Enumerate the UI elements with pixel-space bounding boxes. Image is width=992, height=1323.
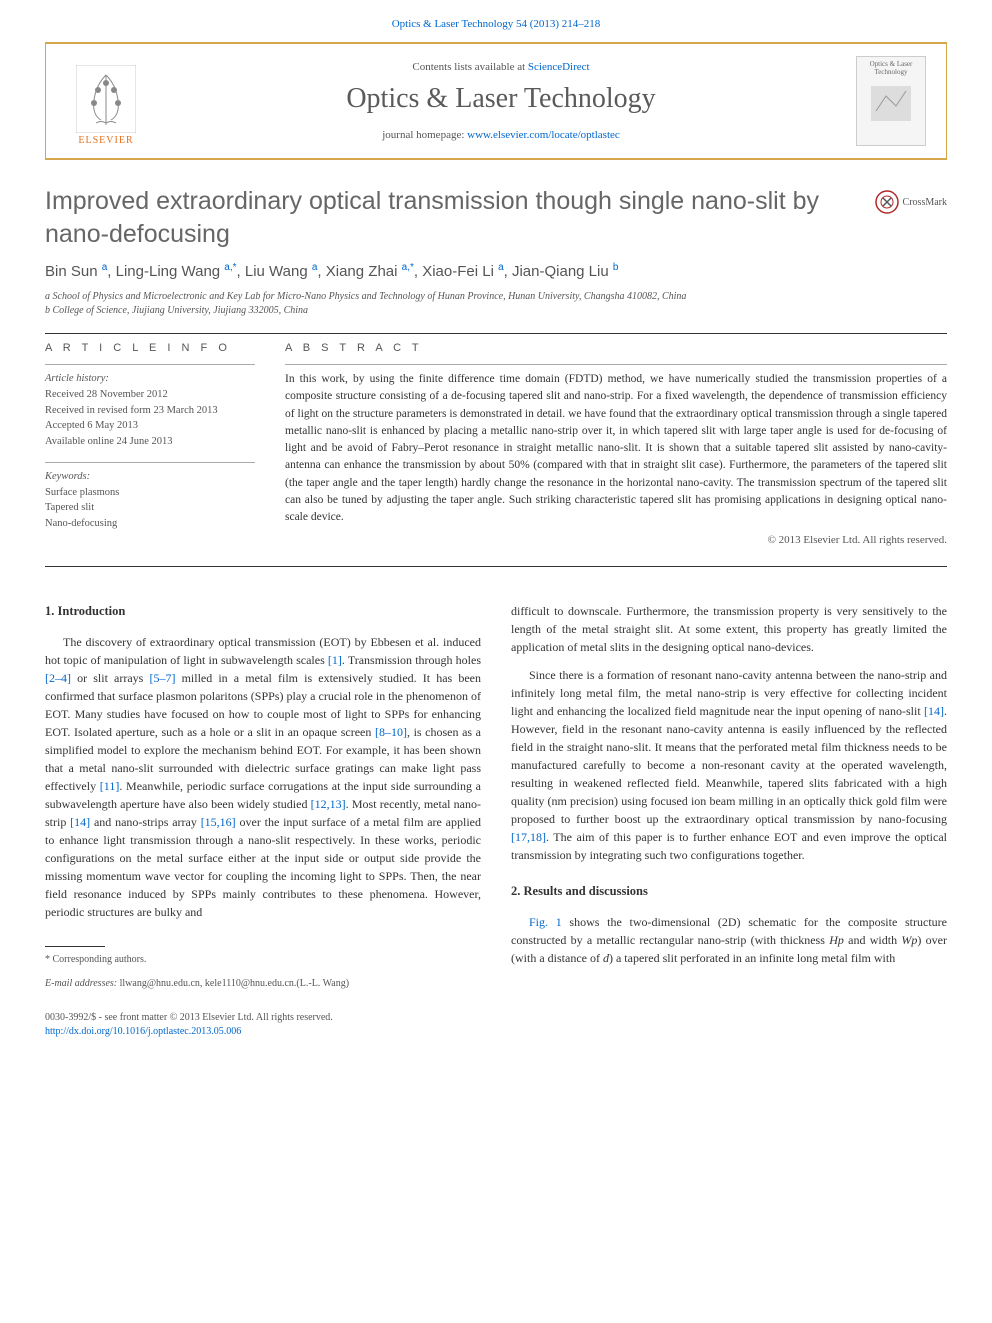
journal-title: Optics & Laser Technology bbox=[146, 83, 856, 115]
crossmark-badge[interactable]: CrossMark bbox=[875, 190, 947, 214]
affiliation-b: b College of Science, Jiujiang Universit… bbox=[45, 304, 947, 318]
keyword-1: Surface plasmons bbox=[45, 487, 119, 498]
results-paragraph-1: Fig. 1 shows the two-dimensional (2D) sc… bbox=[511, 913, 947, 967]
cover-title: Optics & Laser Technology bbox=[861, 61, 921, 76]
elsevier-logo[interactable]: ELSEVIER bbox=[66, 56, 146, 146]
citation-link[interactable]: Optics & Laser Technology 54 (2013) 214–… bbox=[392, 18, 601, 30]
article-title: Improved extraordinary optical transmiss… bbox=[45, 185, 860, 250]
email-note: E-mail addresses: llwang@hnu.edu.cn, kel… bbox=[45, 977, 481, 991]
elsevier-label: ELSEVIER bbox=[78, 135, 133, 146]
doi-link[interactable]: http://dx.doi.org/10.1016/j.optlastec.20… bbox=[45, 1026, 241, 1037]
divider bbox=[45, 566, 947, 567]
divider bbox=[45, 333, 947, 334]
cover-graphic-icon bbox=[866, 76, 916, 126]
body-column-left: 1. Introduction The discovery of extraor… bbox=[45, 602, 481, 1039]
abstract-text: In this work, by using the finite differ… bbox=[285, 371, 947, 526]
journal-header-box: ELSEVIER Contents lists available at Sci… bbox=[45, 42, 947, 160]
revised-date: Received in revised form 23 March 2013 bbox=[45, 405, 218, 416]
journal-cover-thumbnail[interactable]: Optics & Laser Technology bbox=[856, 56, 926, 146]
divider bbox=[45, 364, 255, 365]
header-center: Contents lists available at ScienceDirec… bbox=[146, 61, 856, 141]
body-columns: 1. Introduction The discovery of extraor… bbox=[45, 602, 947, 1039]
contents-line: Contents lists available at ScienceDirec… bbox=[146, 61, 856, 73]
divider bbox=[45, 462, 255, 463]
section-1-heading: 1. Introduction bbox=[45, 602, 481, 621]
accepted-date: Accepted 6 May 2013 bbox=[45, 420, 138, 431]
homepage-line: journal homepage: www.elsevier.com/locat… bbox=[146, 129, 856, 141]
email-addresses: llwang@hnu.edu.cn, kele1110@hnu.edu.cn.(… bbox=[120, 978, 349, 989]
intro-paragraph-3: Since there is a formation of resonant n… bbox=[511, 666, 947, 864]
intro-paragraph-1: The discovery of extraordinary optical t… bbox=[45, 633, 481, 921]
footer-block: 0030-3992/$ - see front matter © 2013 El… bbox=[45, 1011, 481, 1039]
keyword-2: Tapered slit bbox=[45, 502, 94, 513]
affiliation-a: a School of Physics and Microelectronic … bbox=[45, 290, 947, 304]
crossmark-icon bbox=[875, 190, 899, 214]
divider bbox=[285, 364, 947, 365]
elsevier-tree-icon bbox=[76, 65, 136, 133]
abstract-copyright: © 2013 Elsevier Ltd. All rights reserved… bbox=[285, 534, 947, 546]
crossmark-label: CrossMark bbox=[903, 197, 947, 208]
footer-issn: 0030-3992/$ - see front matter © 2013 El… bbox=[45, 1011, 481, 1025]
affiliations: a School of Physics and Microelectronic … bbox=[45, 290, 947, 318]
abstract-label: A B S T R A C T bbox=[285, 342, 947, 354]
online-date: Available online 24 June 2013 bbox=[45, 436, 173, 447]
authors-line: Bin Sun a, Ling-Ling Wang a,*, Liu Wang … bbox=[45, 262, 947, 280]
received-date: Received 28 November 2012 bbox=[45, 389, 168, 400]
email-prefix: E-mail addresses: bbox=[45, 978, 120, 989]
homepage-link[interactable]: www.elsevier.com/locate/optlastec bbox=[467, 129, 620, 141]
header-citation: Optics & Laser Technology 54 (2013) 214–… bbox=[0, 0, 992, 42]
body-column-right: difficult to downscale. Furthermore, the… bbox=[511, 602, 947, 1039]
footnote-separator bbox=[45, 946, 105, 947]
keywords-block: Keywords: Surface plasmons Tapered slit … bbox=[45, 469, 255, 532]
article-info-label: A R T I C L E I N F O bbox=[45, 342, 255, 354]
section-2-heading: 2. Results and discussions bbox=[511, 882, 947, 901]
article-history: Article history: Received 28 November 20… bbox=[45, 371, 255, 450]
sciencedirect-link[interactable]: ScienceDirect bbox=[528, 61, 590, 73]
corresponding-author-note: * Corresponding authors. bbox=[45, 953, 481, 967]
intro-paragraph-2: difficult to downscale. Furthermore, the… bbox=[511, 602, 947, 656]
article-info-column: A R T I C L E I N F O Article history: R… bbox=[45, 342, 255, 546]
history-heading: Article history: bbox=[45, 373, 109, 384]
keywords-heading: Keywords: bbox=[45, 471, 90, 482]
homepage-prefix: journal homepage: bbox=[382, 129, 467, 141]
contents-prefix: Contents lists available at bbox=[412, 61, 527, 73]
abstract-column: A B S T R A C T In this work, by using t… bbox=[285, 342, 947, 546]
keyword-3: Nano-defocusing bbox=[45, 518, 117, 529]
